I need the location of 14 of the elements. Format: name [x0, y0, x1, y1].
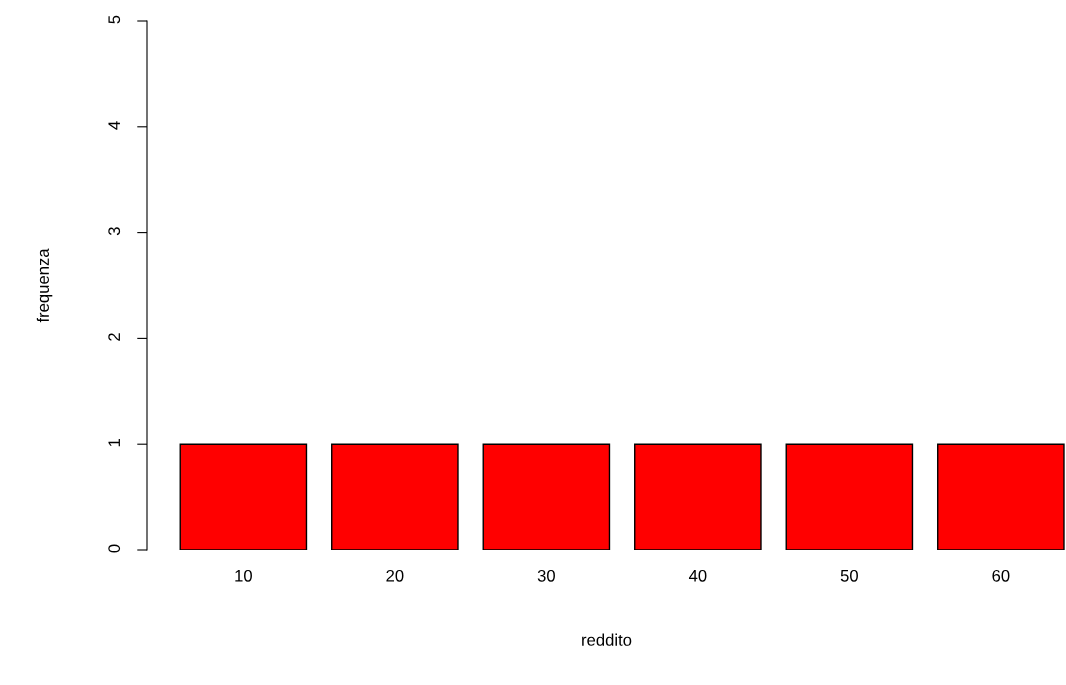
y-axis-title: frequenza: [36, 248, 53, 323]
y-tick-label: 0: [108, 544, 121, 553]
y-tick-label: 2: [108, 333, 120, 341]
x-tick-label: 30: [537, 569, 555, 582]
x-axis-title: reddito: [582, 633, 632, 646]
y-tick-label: 5: [108, 15, 121, 24]
x-tick-label: 20: [386, 569, 404, 582]
y-tick-label: 1: [108, 438, 120, 447]
y-tick-label: 3: [108, 227, 121, 236]
x-tick-label: 50: [840, 569, 858, 582]
x-tick-label: 60: [992, 569, 1010, 582]
x-tick-label: 40: [688, 569, 707, 582]
x-tick-label: 10: [235, 569, 252, 582]
y-tick-label: 4: [108, 121, 120, 130]
